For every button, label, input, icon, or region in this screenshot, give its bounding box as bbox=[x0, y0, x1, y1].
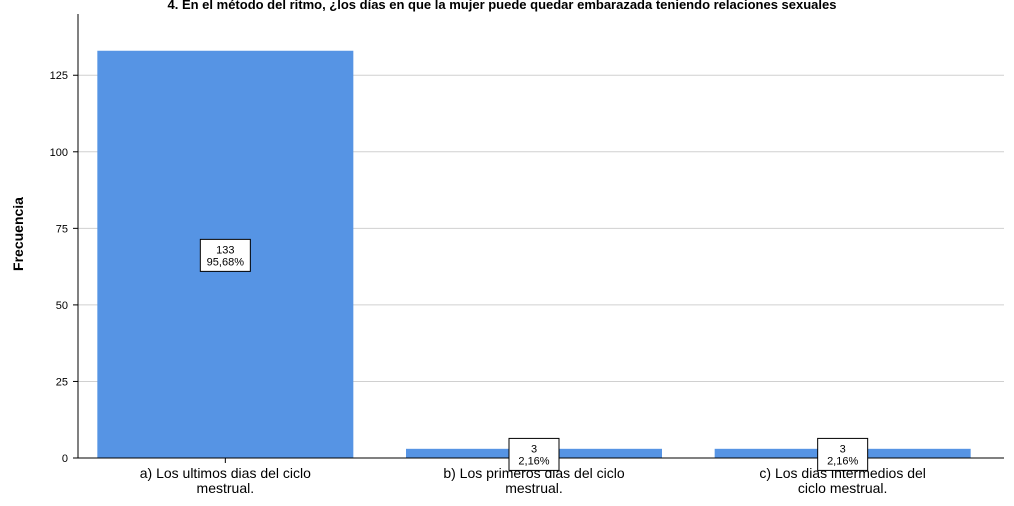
y-tick-label: 50 bbox=[56, 300, 68, 312]
data-label-percent: 95,68% bbox=[207, 256, 245, 268]
y-tick-label: 0 bbox=[62, 453, 68, 465]
x-tick-label: a) Los ultimos dias del ciclo bbox=[140, 465, 311, 481]
data-label-count: 3 bbox=[531, 443, 537, 455]
data-label-box bbox=[199, 238, 251, 272]
x-tick-label: b) Los primeros dias del ciclo bbox=[443, 465, 625, 481]
y-axis-label: Frecuencia bbox=[10, 197, 26, 271]
data-label-count: 3 bbox=[840, 443, 846, 455]
y-tick-label: 125 bbox=[50, 70, 68, 82]
data-label-percent: 2,16% bbox=[827, 455, 858, 467]
y-tick-label: 25 bbox=[56, 376, 68, 388]
data-label: 32,16% bbox=[508, 437, 560, 471]
data-label-box bbox=[508, 437, 560, 471]
x-axis-labels: a) Los ultimos dias del ciclomestrual.b)… bbox=[140, 458, 926, 496]
x-tick-label: mestrual. bbox=[505, 480, 563, 496]
data-label-box bbox=[817, 437, 869, 471]
x-tick-label: ciclo mestrual. bbox=[798, 480, 887, 496]
x-tick-label: mestrual. bbox=[197, 480, 255, 496]
data-label: 32,16% bbox=[817, 437, 869, 471]
y-tick-label: 75 bbox=[56, 223, 68, 235]
data-label-count: 133 bbox=[216, 244, 234, 256]
y-axis-ticks: 0 25 50 75 100 125 bbox=[50, 70, 78, 465]
chart-title: 4. En el método del ritmo, ¿los días en … bbox=[168, 0, 837, 12]
data-label-percent: 2,16% bbox=[518, 455, 549, 467]
x-tick-label: c) Los dias intermedios del bbox=[759, 465, 926, 481]
y-tick-label: 100 bbox=[50, 147, 68, 159]
